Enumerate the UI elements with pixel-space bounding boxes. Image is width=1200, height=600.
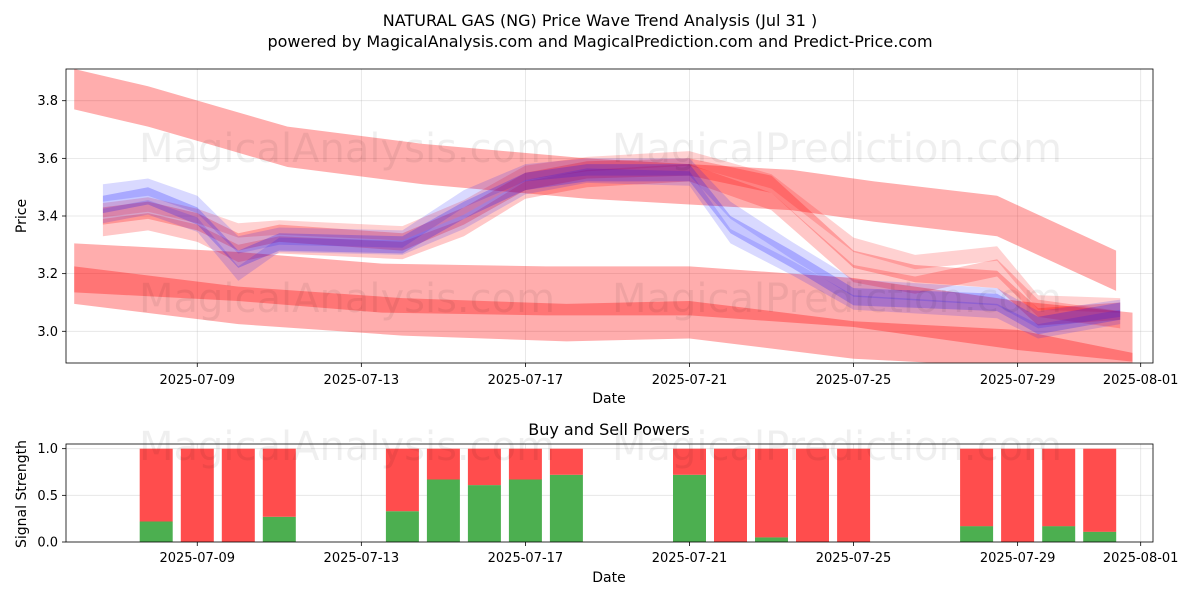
red-wave-band	[102, 158, 1121, 326]
buy-bar	[673, 474, 706, 542]
signal-xtick-label: 2025-07-21	[652, 551, 728, 566]
sell-bar	[1042, 448, 1076, 527]
price-xtick-label: 2025-07-29	[980, 373, 1056, 388]
red-wave-band	[74, 243, 1133, 362]
signal-xtick-label: 2025-07-09	[159, 551, 235, 566]
price-xtick-label: 2025-08-01	[1103, 373, 1179, 388]
buy-bar	[1042, 526, 1076, 542]
price-xtick-label: 2025-07-13	[324, 373, 400, 388]
price-ytick-label: 3.4	[37, 210, 58, 225]
sell-bar	[1001, 448, 1035, 542]
sell-bar	[549, 448, 583, 475]
watermark-5: MagicalAnalysis.com	[139, 424, 555, 470]
signal-xtick-label: 2025-07-17	[488, 551, 564, 566]
signal-xlabel: Date	[592, 570, 625, 586]
buy-bar	[426, 479, 460, 542]
watermark-4: MagicalPrediction.com	[612, 276, 1062, 322]
blue-wave-band	[102, 158, 1121, 329]
buy-bar	[508, 479, 542, 542]
signal-plot: Buy and Sell Powers MagicalAnalysis.com …	[14, 420, 1178, 586]
buy-bar	[385, 511, 419, 542]
watermark-1: MagicalAnalysis.com	[139, 126, 555, 172]
buy-bar	[467, 485, 501, 542]
signal-xtick-label: 2025-08-01	[1103, 551, 1179, 566]
price-ylabel: Price	[14, 199, 30, 233]
price-xtick-label: 2025-07-17	[488, 373, 564, 388]
price-plot: MagicalAnalysis.com MagicalPrediction.co…	[14, 68, 1179, 407]
sell-bar	[385, 448, 419, 512]
price-ytick-label: 3.8	[37, 94, 58, 109]
sell-bar	[714, 448, 747, 542]
watermark-2: MagicalPrediction.com	[612, 126, 1062, 172]
price-xtick-label: 2025-07-09	[159, 373, 235, 388]
signal-axes: 2025-07-09 2025-07-13 2025-07-17 2025-07-21…	[37, 442, 1178, 566]
buy-bar	[960, 526, 994, 542]
sell-bar	[221, 448, 255, 542]
sell-bar	[426, 448, 460, 480]
sell-bar	[796, 448, 829, 542]
sell-bar	[960, 448, 994, 527]
signal-xtick-label: 2025-07-29	[980, 551, 1056, 566]
signal-xtick-label: 2025-07-13	[324, 551, 400, 566]
signal-ytick-label: 1.0	[37, 442, 58, 457]
price-watermarks: MagicalAnalysis.com MagicalPrediction.co…	[139, 126, 1062, 322]
signal-ytick-label: 0.5	[37, 489, 58, 504]
sell-bar	[467, 448, 501, 486]
buy-bar	[139, 521, 173, 542]
signal-ytick-label: 0.0	[37, 536, 58, 551]
red-wave-band	[102, 151, 1121, 313]
blue-wave-band	[102, 168, 1121, 339]
sell-bar	[139, 448, 173, 522]
price-xtick-label: 2025-07-25	[816, 373, 892, 388]
signal-title: Buy and Sell Powers	[528, 420, 690, 439]
watermark-3: MagicalAnalysis.com	[139, 276, 555, 322]
sell-bar	[180, 448, 214, 542]
price-axes: 2025-07-09 2025-07-13 2025-07-17 2025-07-21…	[37, 68, 1179, 388]
buy-bar	[549, 474, 583, 542]
buy-bar	[262, 516, 296, 542]
sell-bar	[755, 448, 788, 538]
sell-bar	[262, 448, 296, 517]
sell-bar	[1083, 448, 1117, 532]
red-wave-band	[102, 164, 1121, 329]
price-xtick-label: 2025-07-21	[652, 373, 728, 388]
price-bands	[74, 69, 1133, 363]
red-wave-band	[74, 266, 1133, 363]
price-frame	[65, 68, 1154, 364]
signal-watermarks: MagicalAnalysis.com MagicalPrediction.co…	[139, 424, 1062, 470]
signal-xtick-label: 2025-07-25	[816, 551, 892, 566]
blue-wave-band	[102, 164, 1121, 335]
price-grid	[66, 69, 1153, 363]
watermark-6: MagicalPrediction.com	[612, 424, 1062, 470]
price-ytick-label: 3.6	[37, 152, 58, 167]
red-wave-band	[74, 69, 1117, 291]
sell-bar	[673, 448, 706, 475]
signal-ylabel: Signal Strength	[14, 440, 30, 548]
sell-bar	[837, 448, 871, 542]
signal-bars	[139, 448, 1117, 542]
signal-frame	[65, 443, 1154, 543]
sell-bar	[508, 448, 542, 480]
price-ytick-label: 3.2	[37, 267, 58, 282]
buy-bar	[1083, 531, 1117, 542]
price-ytick-label: 3.0	[37, 325, 58, 340]
price-xlabel: Date	[592, 391, 625, 407]
buy-bar	[755, 537, 788, 542]
chart-title: NATURAL GAS (NG) Price Wave Trend Analys…	[383, 11, 817, 30]
chart-subtitle: powered by MagicalAnalysis.com and Magic…	[267, 32, 932, 51]
